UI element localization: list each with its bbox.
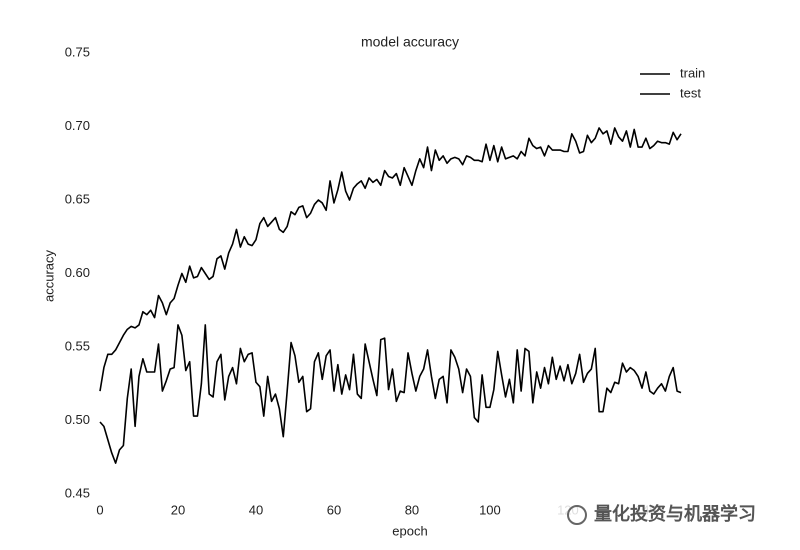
line-test — [99, 324, 682, 464]
legend-label: train — [680, 65, 705, 80]
watermark-group: 量化投资与机器学习 — [556, 500, 778, 530]
watermark-icon — [567, 505, 587, 525]
y-axis-label: accuracy — [41, 249, 56, 302]
x-tick-label: 0 — [96, 502, 103, 517]
y-tick-label: 0.45 — [65, 485, 90, 500]
y-tick-label: 0.50 — [65, 412, 90, 427]
chart-title: model accuracy — [361, 34, 459, 50]
watermark: 量化投资与机器学习 — [594, 503, 756, 525]
x-tick-label: 60 — [327, 502, 341, 517]
x-tick-label: 100 — [479, 502, 501, 517]
y-tick-label: 0.75 — [65, 44, 90, 59]
y-tick-label: 0.70 — [65, 118, 90, 133]
y-tick-label: 0.65 — [65, 191, 90, 206]
legend-label: test — [680, 85, 701, 100]
x-tick-label: 80 — [405, 502, 419, 517]
x-tick-label: 20 — [171, 502, 185, 517]
x-axis-label: epoch — [392, 523, 427, 538]
x-tick-label: 40 — [249, 502, 263, 517]
plot-area: 0.45 0.50 0.55 0.60 0.65 0.70 0.75 0 20 40 60 80 100… — [65, 44, 706, 517]
line-train — [99, 127, 682, 392]
y-tick-label: 0.60 — [65, 265, 90, 280]
watermark-bg — [556, 500, 778, 530]
y-tick-label: 0.55 — [65, 338, 90, 353]
